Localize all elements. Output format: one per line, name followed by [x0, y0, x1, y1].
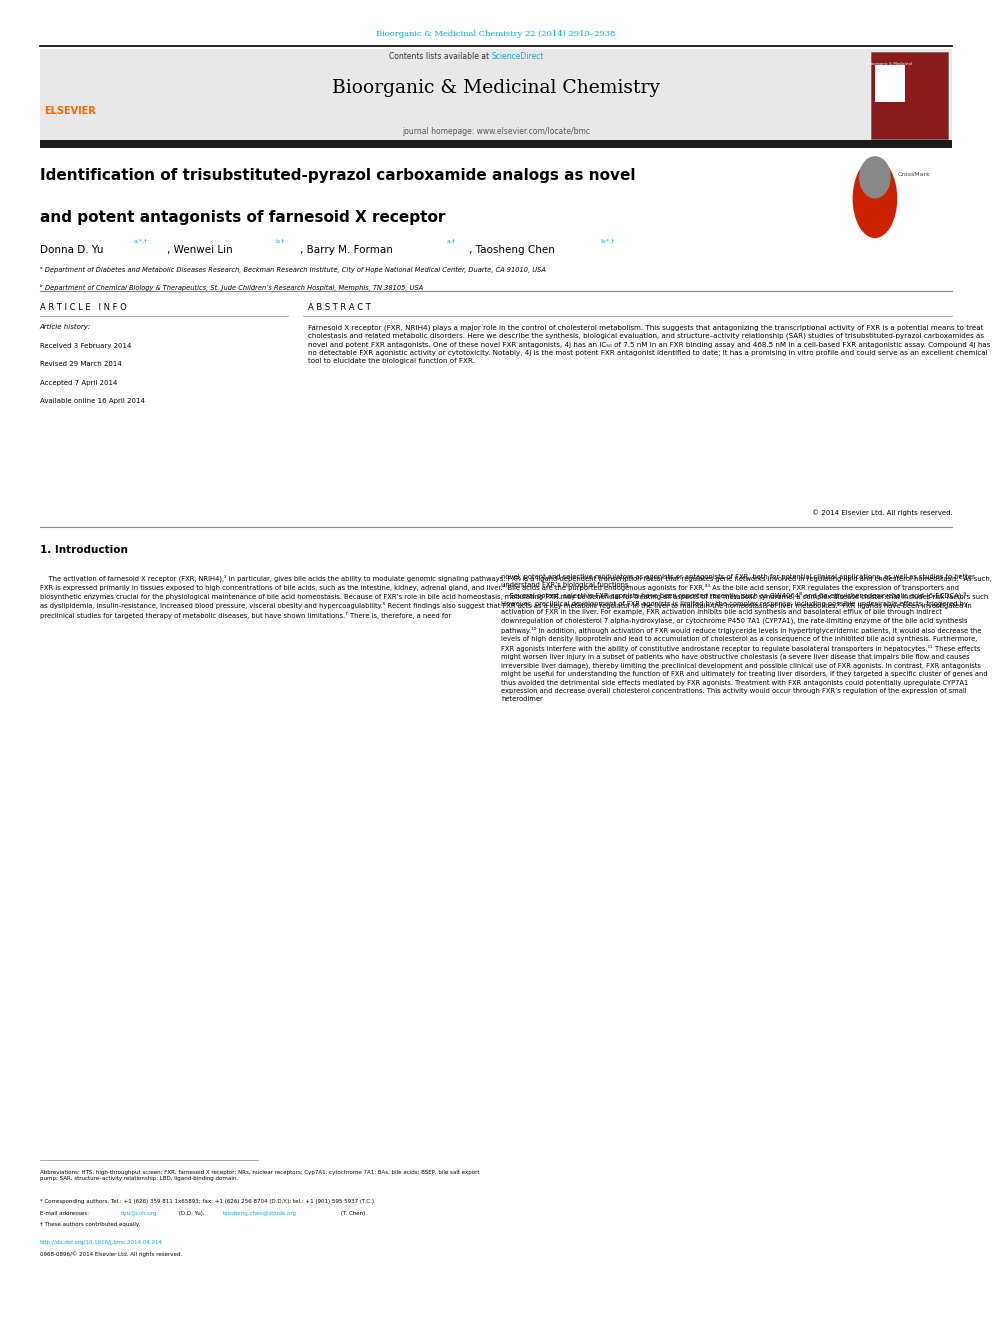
Text: Donna D. Yu: Donna D. Yu: [40, 245, 103, 255]
Text: © 2014 Elsevier Ltd. All rights reserved.: © 2014 Elsevier Ltd. All rights reserved…: [811, 509, 952, 516]
Text: CrossMark: CrossMark: [898, 172, 930, 177]
Text: b,*,†: b,*,†: [600, 238, 614, 243]
Bar: [40, 49, 952, 142]
Text: E-mail addresses:: E-mail addresses:: [40, 1211, 90, 1216]
Text: taosheng.chen@stjude.org: taosheng.chen@stjude.org: [223, 1211, 298, 1216]
Text: http://dx.doi.org/10.1016/j.bmc.2014.04.014: http://dx.doi.org/10.1016/j.bmc.2014.04.…: [40, 1240, 163, 1245]
Text: Article history:: Article history:: [40, 324, 91, 331]
Text: Abbreviations: HTS, high-throughput screen; FXR, farnesoid X receptor; NRs, nucl: Abbreviations: HTS, high-throughput scre…: [40, 1170, 479, 1180]
Text: † These authors contributed equally.: † These authors contributed equally.: [40, 1222, 140, 1228]
Bar: [871, 52, 948, 139]
Text: Identification of trisubstituted-pyrazol carboxamide analogs as novel: Identification of trisubstituted-pyrazol…: [40, 168, 635, 183]
Text: , Wenwei Lin: , Wenwei Lin: [167, 245, 232, 255]
Text: a,†: a,†: [446, 238, 455, 243]
Bar: [40, 140, 952, 148]
Text: b,†: b,†: [276, 238, 285, 243]
Text: journal homepage: www.elsevier.com/locate/bmc: journal homepage: www.elsevier.com/locat…: [402, 127, 590, 136]
Ellipse shape: [859, 156, 891, 198]
Text: Available online 16 April 2014: Available online 16 April 2014: [40, 398, 145, 405]
Text: Revised 29 March 2014: Revised 29 March 2014: [40, 361, 121, 368]
Text: ScienceDirect: ScienceDirect: [491, 52, 544, 61]
Text: , Taosheng Chen: , Taosheng Chen: [469, 245, 556, 255]
Text: A R T I C L E   I N F O: A R T I C L E I N F O: [40, 303, 126, 312]
Text: (D.D. Yu),: (D.D. Yu),: [177, 1211, 206, 1216]
Text: The activation of farnesoid X receptor (FXR, NRIH4),¹ in particular, gives bile : The activation of farnesoid X receptor (…: [40, 574, 991, 619]
Text: Received 3 February 2014: Received 3 February 2014: [40, 343, 131, 349]
Text: dyu@coh.org: dyu@coh.org: [121, 1211, 158, 1216]
Text: Contents lists available at: Contents lists available at: [389, 52, 491, 61]
Text: novel, potent and selective modulators as agonists or antagonists of FXR, both f: novel, potent and selective modulators a…: [501, 574, 988, 703]
Text: (T. Chen).: (T. Chen).: [339, 1211, 367, 1216]
Text: ELSEVIER: ELSEVIER: [44, 106, 95, 116]
Text: * Corresponding authors. Tel.: +1 (626) 359 811 1x65893; fax: +1 (626) 256 8704 : * Corresponding authors. Tel.: +1 (626) …: [40, 1199, 375, 1204]
Text: a,*,†: a,*,†: [134, 238, 148, 243]
Text: Accepted 7 April 2014: Accepted 7 April 2014: [40, 380, 117, 386]
Text: and potent antagonists of farnesoid X receptor: and potent antagonists of farnesoid X re…: [40, 210, 445, 225]
Text: A B S T R A C T: A B S T R A C T: [308, 303, 370, 312]
Ellipse shape: [852, 159, 897, 238]
Text: Bioorganic & Medicinal: Bioorganic & Medicinal: [867, 62, 913, 66]
Text: Bioorganic & Medicinal Chemistry 22 (2014) 2919–2938: Bioorganic & Medicinal Chemistry 22 (201…: [376, 30, 616, 38]
Text: Bioorganic & Medicinal Chemistry: Bioorganic & Medicinal Chemistry: [332, 79, 660, 98]
Text: 0968-0896/© 2014 Elsevier Ltd. All rights reserved.: 0968-0896/© 2014 Elsevier Ltd. All right…: [40, 1252, 182, 1257]
Text: Chemistry: Chemistry: [880, 70, 900, 74]
Text: Farnesoid X receptor (FXR, NRIH4) plays a major role in the control of cholester: Farnesoid X receptor (FXR, NRIH4) plays …: [308, 324, 990, 364]
Text: , Barry M. Forman: , Barry M. Forman: [300, 245, 393, 255]
Bar: [875, 65, 905, 102]
Text: ᵃ Department of Diabetes and Metabolic Diseases Research, Beckman Research Insti: ᵃ Department of Diabetes and Metabolic D…: [40, 267, 546, 274]
Text: 1. Introduction: 1. Introduction: [40, 545, 128, 556]
Text: ᵇ Department of Chemical Biology & Therapeutics, St. Jude Children’s Research Ho: ᵇ Department of Chemical Biology & Thera…: [40, 284, 423, 291]
